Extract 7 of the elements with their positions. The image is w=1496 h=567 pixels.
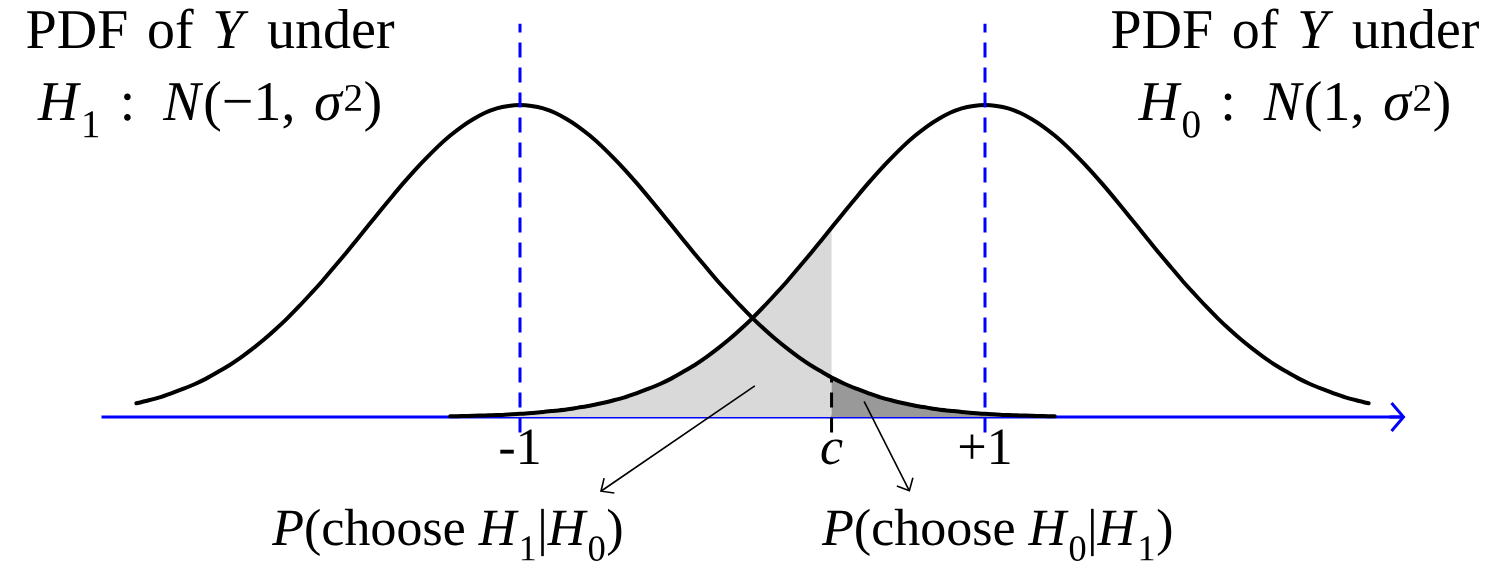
text: P(choose H$_{1}$|H$_{0}$) xyxy=(271,508,622,561)
x-tick-label: +1 xyxy=(959,429,1010,464)
text: PDF of Y under H$_{1}$ : N(−1, σ$^{2}$) xyxy=(27,8,395,138)
text: P(choose H$_{0}$|H$_{1}$) xyxy=(821,508,1172,561)
x-tick-label: -1 xyxy=(500,429,539,464)
text: PDF of Y under H$_{0}$ : N(1, σ$^{2}$) xyxy=(1112,8,1479,138)
x-tick-label: c xyxy=(821,439,843,465)
